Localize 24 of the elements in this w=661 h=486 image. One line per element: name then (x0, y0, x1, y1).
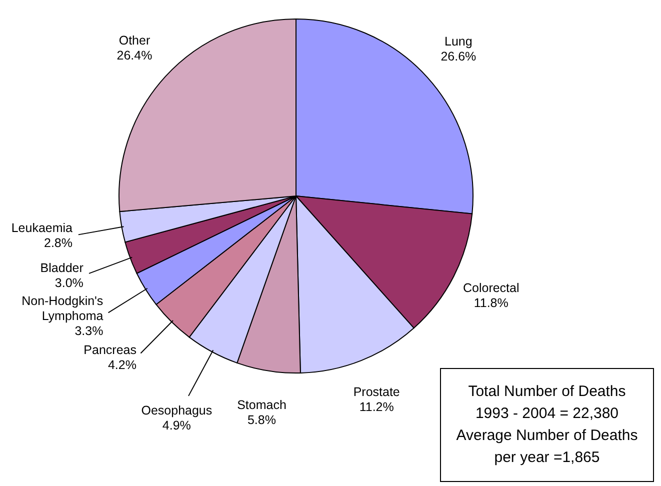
slice-label: Oesophagus (141, 403, 212, 418)
text: per year =1,865 (494, 448, 600, 468)
data-label: 11.8% (474, 296, 508, 310)
data-label: 26.6% (440, 50, 476, 64)
text: Average Number of Deaths (456, 426, 638, 446)
slice-label: Leukaemia (11, 221, 73, 236)
data-label: 5.8% (247, 412, 276, 427)
data-label: 3.3% (74, 324, 104, 338)
slice-label: Bladder (40, 261, 84, 276)
data-label: 3.0% (54, 276, 84, 290)
slice-label: Colorectal (462, 280, 520, 295)
slice-label: Stomach (237, 398, 286, 412)
slice-label: Prostate (353, 385, 400, 400)
data-label: 4.2% (108, 358, 136, 372)
data-label: 11.2% (359, 400, 394, 414)
data-label: 2.8% (44, 236, 73, 250)
slice-label: Other (118, 34, 150, 48)
text: Total Number of Deaths (468, 382, 626, 402)
slice-label: Lung (444, 34, 472, 49)
text: 1993 - 2004 = 22,380 (475, 404, 619, 424)
data-label: 26.4% (116, 48, 152, 63)
slice-label: Pancreas (84, 343, 136, 358)
data-label: 4.9% (162, 418, 191, 432)
slice-label: Non-Hodgkin's Lymphoma (22, 294, 104, 323)
